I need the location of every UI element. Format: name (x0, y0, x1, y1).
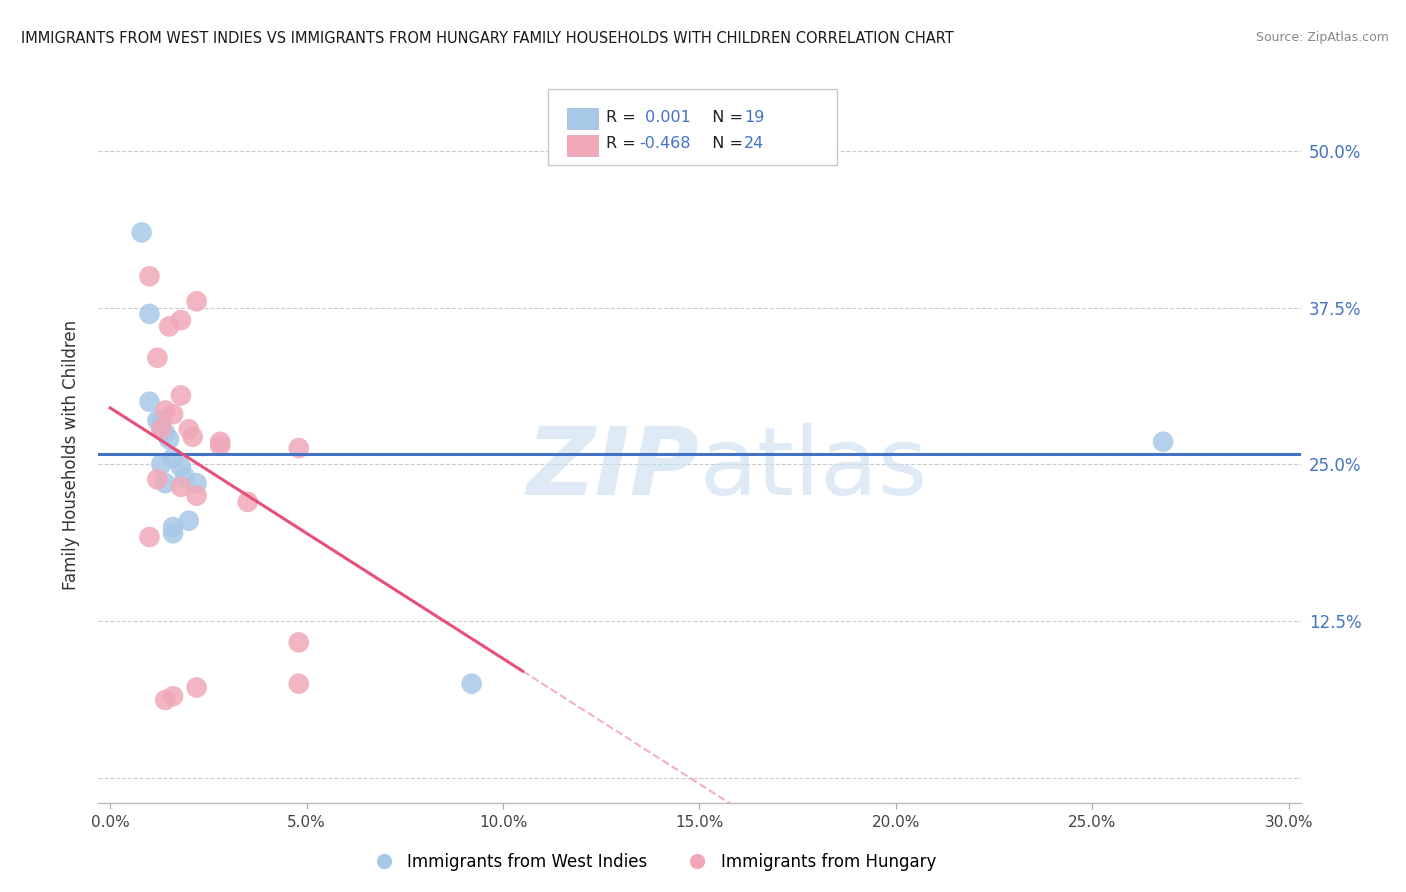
Point (177, 422, 200, 436)
Point (288, 676, 311, 690)
Legend: Immigrants from West Indies, Immigrants from Hungary: Immigrants from West Indies, Immigrants … (360, 847, 942, 878)
Point (177, 514, 200, 528)
Point (150, 422, 173, 436)
Point (162, 690, 184, 704)
Text: N =: N = (702, 110, 748, 125)
Point (146, 351, 169, 365)
Point (186, 489, 208, 503)
Y-axis label: Family Households with Children: Family Households with Children (62, 320, 80, 590)
Text: R =: R = (606, 110, 641, 125)
Point (162, 451, 184, 466)
Point (155, 403, 177, 417)
Point (138, 269, 160, 284)
Point (138, 394, 160, 409)
Point (157, 432, 180, 446)
Text: atlas: atlas (700, 423, 928, 515)
Point (138, 307, 160, 321)
Point (236, 495, 259, 509)
Point (157, 319, 180, 334)
Point (170, 459, 193, 474)
Point (209, 434, 232, 449)
Point (1152, 434, 1174, 449)
Point (460, 676, 482, 690)
Text: IMMIGRANTS FROM WEST INDIES VS IMMIGRANTS FROM HUNGARY FAMILY HOUSEHOLDS WITH CH: IMMIGRANTS FROM WEST INDIES VS IMMIGRANT… (21, 31, 953, 46)
Text: 0.001: 0.001 (640, 110, 690, 125)
Point (155, 425, 177, 440)
Point (146, 472, 169, 486)
Text: 24: 24 (744, 136, 763, 152)
Point (288, 441, 311, 455)
Point (170, 313, 193, 327)
Point (162, 526, 184, 541)
Point (170, 388, 193, 402)
Text: N =: N = (702, 136, 748, 152)
Point (186, 681, 208, 695)
Point (155, 693, 177, 707)
Point (186, 476, 208, 491)
Point (186, 294, 208, 309)
Point (173, 470, 195, 484)
Text: ZIP: ZIP (527, 423, 700, 515)
Point (155, 476, 177, 491)
Point (150, 419, 173, 434)
Point (131, 226, 153, 240)
Point (162, 520, 184, 534)
Point (150, 413, 173, 427)
Text: -0.468: -0.468 (640, 136, 692, 152)
Text: Source: ZipAtlas.com: Source: ZipAtlas.com (1256, 31, 1389, 45)
Point (162, 407, 184, 421)
Text: R =: R = (606, 136, 641, 152)
Point (146, 413, 169, 427)
Point (138, 530, 160, 544)
Point (181, 430, 204, 444)
Point (288, 635, 311, 649)
Point (170, 480, 193, 494)
Text: 19: 19 (744, 110, 763, 125)
Point (209, 438, 232, 452)
Point (150, 458, 173, 472)
